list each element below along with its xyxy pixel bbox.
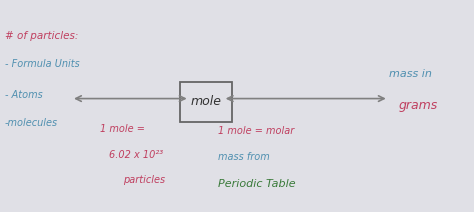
Text: Periodic Table: Periodic Table [218, 179, 296, 190]
Text: - Atoms: - Atoms [5, 90, 43, 100]
Text: grams: grams [398, 99, 438, 113]
Text: mass in: mass in [389, 69, 431, 79]
Text: # of particles:: # of particles: [5, 31, 78, 41]
Text: mole: mole [191, 95, 222, 108]
Text: 1 mole = molar: 1 mole = molar [218, 126, 294, 137]
Text: mass from: mass from [218, 152, 270, 162]
Text: - Formula Units: - Formula Units [5, 59, 80, 69]
Text: particles: particles [123, 175, 165, 185]
Text: -molecules: -molecules [5, 118, 58, 128]
Text: 1 mole =: 1 mole = [100, 124, 145, 134]
FancyBboxPatch shape [180, 82, 232, 122]
Text: 6.02 x 10²³: 6.02 x 10²³ [109, 150, 163, 160]
